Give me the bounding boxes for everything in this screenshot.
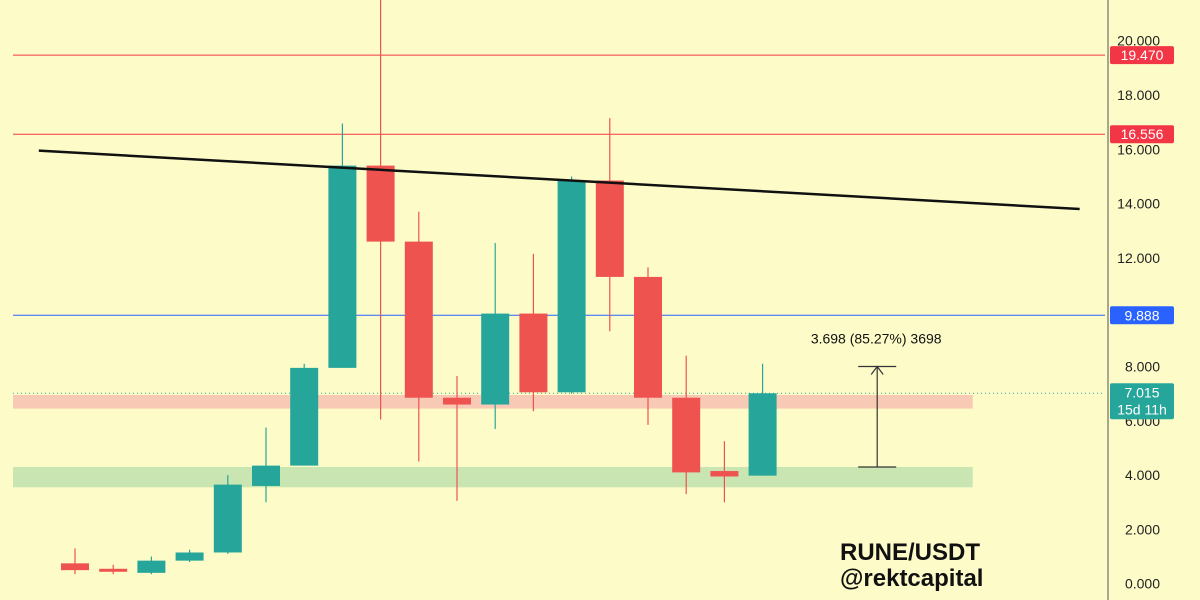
- candle: [481, 242, 510, 429]
- y-tick-label: 12.000: [1117, 250, 1160, 266]
- candle: [443, 376, 471, 501]
- candle-body: [328, 165, 357, 368]
- measure-arrow-icon: [870, 365, 884, 375]
- candle: [137, 556, 166, 575]
- candle-body: [404, 241, 433, 398]
- y-tick-label: 16.000: [1117, 141, 1160, 157]
- candle-body: [290, 367, 319, 466]
- price-tag-current-bg: [1110, 383, 1174, 420]
- candle-body: [213, 484, 242, 553]
- measure-tool: 3.698 (85.27%) 3698: [811, 331, 942, 468]
- candle: [213, 475, 242, 554]
- candle-body: [710, 471, 739, 477]
- candle-body: [366, 165, 395, 242]
- price-tag-9.888-text: 9.888: [1124, 307, 1159, 323]
- candle: [175, 549, 204, 562]
- price-tag-16.556-bg: [1110, 125, 1174, 144]
- candle: [672, 355, 701, 495]
- candle: [328, 123, 357, 368]
- watermark-symbol: RUNE/USDT: [840, 539, 980, 566]
- y-tick-label: 0.000: [1125, 576, 1160, 592]
- zone-support: [13, 466, 973, 488]
- price-tag-current-text: 7.015: [1124, 384, 1159, 400]
- candle-body: [595, 180, 624, 277]
- price-tag-16.556: 16.556: [1110, 125, 1174, 144]
- candle-body: [672, 397, 701, 473]
- candle: [710, 441, 739, 503]
- y-tick-label: 8.000: [1125, 359, 1160, 375]
- y-tick-label: 14.000: [1117, 196, 1160, 212]
- candle: [404, 211, 433, 462]
- price-tag-9.888: 9.888: [1110, 306, 1174, 325]
- candle-body: [748, 393, 777, 476]
- candle: [366, 0, 395, 420]
- candle: [595, 118, 624, 332]
- candle-body: [61, 563, 89, 571]
- candle: [252, 427, 280, 503]
- y-tick-label: 18.000: [1117, 87, 1160, 103]
- price-tag-9.888-bg: [1110, 306, 1174, 325]
- watermark-author: @rektcapital: [840, 565, 983, 592]
- candle-body: [99, 568, 128, 572]
- candle-body: [481, 313, 510, 405]
- candle: [634, 267, 662, 425]
- candle-body: [557, 180, 586, 393]
- y-tick-label: 2.000: [1125, 521, 1160, 537]
- price-tag-19.470-bg: [1110, 46, 1174, 65]
- trendline: [38, 149, 1080, 211]
- price-tag-current-text: 15d 11h: [1117, 401, 1167, 417]
- candle-body: [634, 276, 662, 398]
- candle-body: [137, 560, 166, 573]
- price-tag-16.556-text: 16.556: [1121, 126, 1164, 142]
- candle-body: [175, 552, 204, 561]
- candle: [61, 548, 89, 575]
- candle: [519, 253, 548, 412]
- candle-body: [443, 397, 471, 405]
- price-tag-19.470: 19.470: [1110, 46, 1174, 65]
- candle: [748, 363, 777, 476]
- candle-body: [519, 313, 548, 393]
- y-tick-label: 20.000: [1117, 33, 1160, 49]
- candle: [290, 363, 319, 466]
- candle: [557, 176, 586, 394]
- measure-label: 3.698 (85.27%) 3698: [811, 331, 942, 347]
- candle: [99, 564, 128, 575]
- candle-body: [252, 465, 280, 486]
- y-tick-label: 4.000: [1125, 467, 1160, 483]
- price-tag-19.470-text: 19.470: [1121, 47, 1164, 63]
